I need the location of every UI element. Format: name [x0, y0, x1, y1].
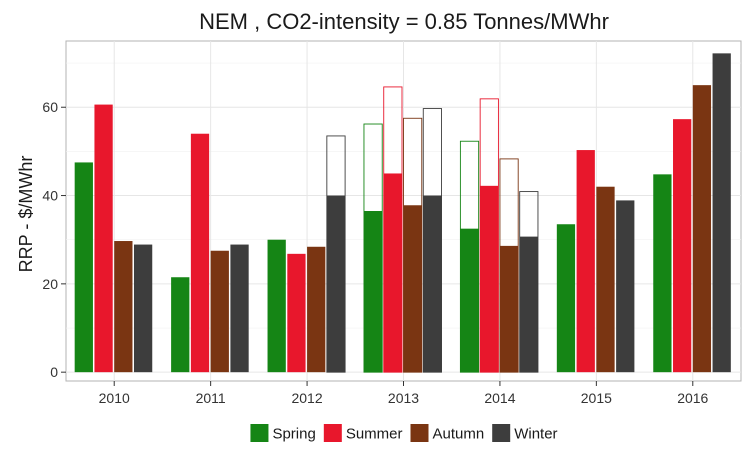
bar-autumn-2015: [596, 186, 615, 373]
bar-winter-2015: [616, 200, 635, 373]
y-tick-label: 20: [42, 276, 58, 292]
bar-spring-2011: [171, 277, 190, 373]
bar-spring-2015: [556, 224, 576, 373]
x-tick-label: 2011: [196, 390, 226, 406]
x-tick-label: 2010: [99, 390, 130, 406]
bar-autumn-2013: [403, 205, 422, 373]
x-tick-label: 2015: [581, 390, 612, 406]
bar-autumn-2012: [307, 246, 326, 373]
axes: 0 20 40 60 2010 2011 2012 2013 2014 2015 2016: [42, 99, 708, 406]
bar-summer-2012: [287, 253, 306, 373]
legend-swatch-autumn: [410, 424, 429, 442]
bar-spring-2010: [74, 162, 93, 373]
y-tick-label: 40: [42, 188, 58, 204]
legend-label-summer: Summer: [346, 426, 403, 443]
x-tick-label: 2013: [388, 390, 419, 406]
legend-swatch-winter: [492, 424, 511, 442]
y-axis-title: RRP - $/MWhr: [16, 156, 36, 273]
bar-autumn-2016: [692, 85, 712, 373]
y-tick-label: 0: [50, 364, 58, 380]
bar-spring-2013: [363, 211, 383, 373]
legend-swatch-summer: [323, 424, 342, 442]
bar-spring-2014: [460, 228, 479, 373]
legend: Spring Summer Autumn Winter: [250, 424, 558, 443]
bar-winter-2013: [423, 195, 442, 373]
bars: [74, 53, 731, 373]
chart-title: NEM , CO2-intensity = 0.85 Tonnes/MWhr: [199, 9, 609, 34]
bar-winter-2012: [326, 195, 346, 373]
bar-summer-2013: [383, 173, 402, 373]
x-tick-label: 2016: [677, 390, 708, 406]
x-tick-label: 2014: [484, 390, 515, 406]
bar-autumn-2011: [210, 250, 229, 373]
bar-autumn-2010: [114, 241, 133, 373]
bar-summer-2011: [190, 133, 210, 373]
bar-winter-2016: [712, 53, 731, 373]
legend-label-autumn: Autumn: [433, 426, 485, 443]
bar-spring-2016: [653, 174, 672, 373]
bar-summer-2016: [673, 119, 692, 373]
y-tick-label: 60: [42, 99, 58, 115]
bar-autumn-2014: [499, 245, 519, 373]
bar-winter-2010: [133, 244, 153, 373]
bar-summer-2014: [480, 185, 499, 373]
legend-label-winter: Winter: [514, 426, 557, 443]
bar-summer-2015: [576, 150, 595, 373]
bar-winter-2011: [230, 244, 249, 373]
bar-summer-2010: [94, 104, 113, 373]
bar-winter-2014: [519, 236, 538, 373]
legend-label-spring: Spring: [272, 426, 315, 443]
x-tick-label: 2012: [291, 390, 322, 406]
legend-swatch-spring: [250, 424, 269, 442]
bar-spring-2012: [267, 239, 286, 373]
